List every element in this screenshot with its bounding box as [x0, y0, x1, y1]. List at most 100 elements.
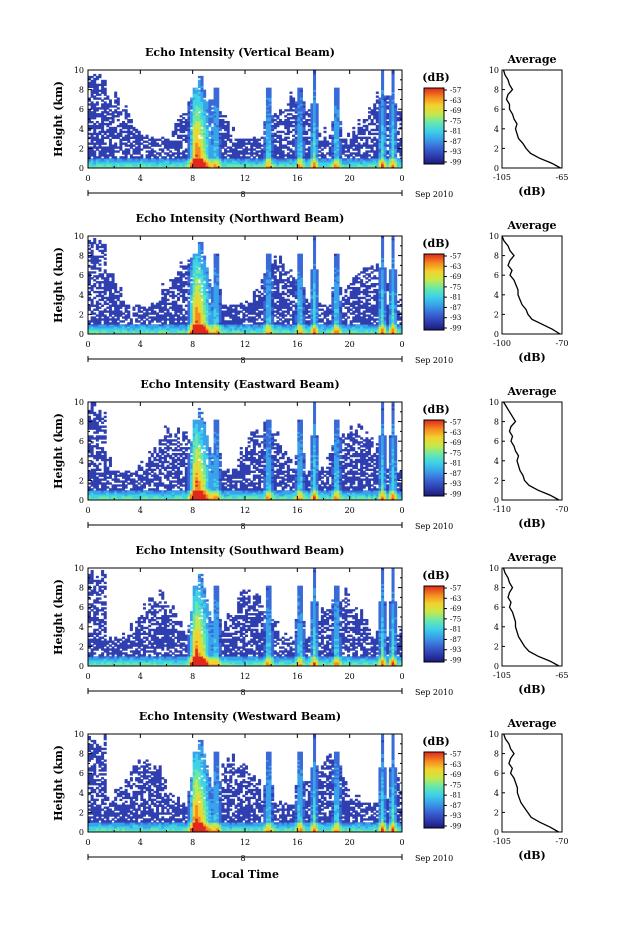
y-axis-label: Height (km) — [52, 247, 65, 323]
colorbar-tick-label: -57 — [450, 253, 461, 261]
average-frame — [501, 235, 563, 335]
x-tick-label: 16 — [292, 838, 302, 847]
average-x-label: (dB) — [518, 683, 545, 696]
colorbar-tick-label: -57 — [450, 751, 461, 759]
date-label: Sep 2010 — [415, 190, 453, 199]
y-tick-label: 8 — [79, 750, 84, 759]
average-y-tick-label: 8 — [494, 252, 499, 261]
colorbar — [423, 87, 445, 165]
average-y-tick-label: 0 — [494, 330, 499, 339]
x-tick-label: 20 — [345, 838, 355, 847]
x-tick-label: 8 — [190, 506, 195, 515]
colorbar-tick-label: -99 — [450, 491, 461, 499]
colorbar-tick-label: -81 — [450, 128, 461, 136]
colorbar-tick-label: -75 — [450, 117, 461, 125]
average-y-tick-label: 8 — [494, 750, 499, 759]
colorbar-tick-label: -69 — [450, 771, 461, 779]
y-tick-label: 0 — [79, 828, 84, 837]
colorbar-tick-label: -63 — [450, 263, 461, 271]
average-y-tick-label: 0 — [494, 496, 499, 505]
panel-title: Echo Intensity (Eastward Beam) — [140, 378, 339, 391]
x-tick-label: 12 — [240, 506, 250, 515]
x-tick-label: 16 — [292, 340, 302, 349]
y-tick-label: 8 — [79, 418, 84, 427]
colorbar — [423, 253, 445, 331]
y-tick-label: 4 — [79, 623, 84, 632]
colorbar-tick-label: -93 — [450, 480, 461, 488]
average-y-tick-label: 8 — [494, 86, 499, 95]
x-tick-label: 4 — [138, 838, 143, 847]
average-y-tick-label: 10 — [489, 730, 499, 739]
average-x-tick-label: -65 — [556, 671, 569, 680]
colorbar-tick-label: -69 — [450, 107, 461, 115]
date-label: Sep 2010 — [415, 688, 453, 697]
x-tick-label: 4 — [138, 340, 143, 349]
panel-2: Echo Intensity (Northward Beam) 0 2 4 6 8 10 0 4… — [52, 212, 568, 365]
date-label: Sep 2010 — [415, 356, 453, 365]
colorbar-unit: (dB) — [422, 237, 449, 250]
colorbar-tick-label: -69 — [450, 605, 461, 613]
colorbar-tick-label: -81 — [450, 792, 461, 800]
x-tick-label: 16 — [292, 506, 302, 515]
day-label: 8 — [240, 854, 245, 863]
y-tick-label: 0 — [79, 662, 84, 671]
colorbar-tick-label: -69 — [450, 273, 461, 281]
average-y-tick-label: 10 — [489, 398, 499, 407]
y-tick-label: 10 — [74, 730, 84, 739]
colorbar — [423, 585, 445, 663]
colorbar — [423, 751, 445, 829]
colorbar-unit: (dB) — [422, 569, 449, 582]
average-y-tick-label: 4 — [494, 789, 499, 798]
x-tick-label: 12 — [240, 340, 250, 349]
average-y-tick-label: 10 — [489, 564, 499, 573]
x-tick-label: 0 — [399, 506, 404, 515]
colorbar-tick-label: -99 — [450, 823, 461, 831]
average-y-tick-label: 8 — [494, 418, 499, 427]
average-title: Average — [506, 219, 556, 232]
y-axis-label: Height (km) — [52, 81, 65, 157]
average-y-tick-label: 10 — [489, 66, 499, 75]
average-x-tick-label: -70 — [556, 505, 569, 514]
day-label: 8 — [240, 356, 245, 365]
y-tick-label: 10 — [74, 66, 84, 75]
average-y-tick-label: 4 — [494, 623, 499, 632]
y-tick-label: 6 — [79, 437, 84, 446]
average-x-tick-label: -70 — [556, 339, 569, 348]
panel-title: Echo Intensity (Vertical Beam) — [145, 46, 335, 59]
average-frame — [501, 69, 563, 169]
average-x-tick-label: -100 — [493, 339, 511, 348]
y-tick-label: 0 — [79, 496, 84, 505]
colorbar — [423, 419, 445, 497]
x-tick-label: 0 — [85, 506, 90, 515]
colorbar-tick-label: -63 — [450, 429, 461, 437]
average-y-tick-label: 2 — [494, 808, 499, 817]
average-y-tick-label: 2 — [494, 476, 499, 485]
x-tick-label: 0 — [399, 174, 404, 183]
y-axis-label: Height (km) — [52, 413, 65, 489]
colorbar-tick-label: -99 — [450, 325, 461, 333]
average-title: Average — [506, 717, 556, 730]
colorbar-tick-label: -75 — [450, 615, 461, 623]
x-tick-label: 0 — [85, 174, 90, 183]
colorbar-tick-label: -81 — [450, 626, 461, 634]
average-x-tick-label: -105 — [493, 671, 511, 680]
x-tick-label: 16 — [292, 672, 302, 681]
y-tick-label: 10 — [74, 398, 84, 407]
panel-title: Echo Intensity (Southward Beam) — [136, 544, 345, 557]
day-label: 8 — [240, 688, 245, 697]
average-x-label: (dB) — [518, 849, 545, 862]
y-tick-label: 4 — [79, 125, 84, 134]
average-y-tick-label: 4 — [494, 125, 499, 134]
colorbar-tick-label: -99 — [450, 657, 461, 665]
average-frame — [501, 401, 563, 501]
x-tick-label: 8 — [190, 174, 195, 183]
average-x-tick-label: -110 — [493, 505, 511, 514]
x-tick-label: 20 — [345, 174, 355, 183]
average-y-tick-label: 0 — [494, 164, 499, 173]
y-tick-label: 8 — [79, 584, 84, 593]
average-profile-line — [501, 235, 561, 335]
colorbar-tick-label: -75 — [450, 283, 461, 291]
colorbar-tick-label: -99 — [450, 159, 461, 167]
x-tick-label: 0 — [85, 340, 90, 349]
colorbar-tick-label: -93 — [450, 646, 461, 654]
